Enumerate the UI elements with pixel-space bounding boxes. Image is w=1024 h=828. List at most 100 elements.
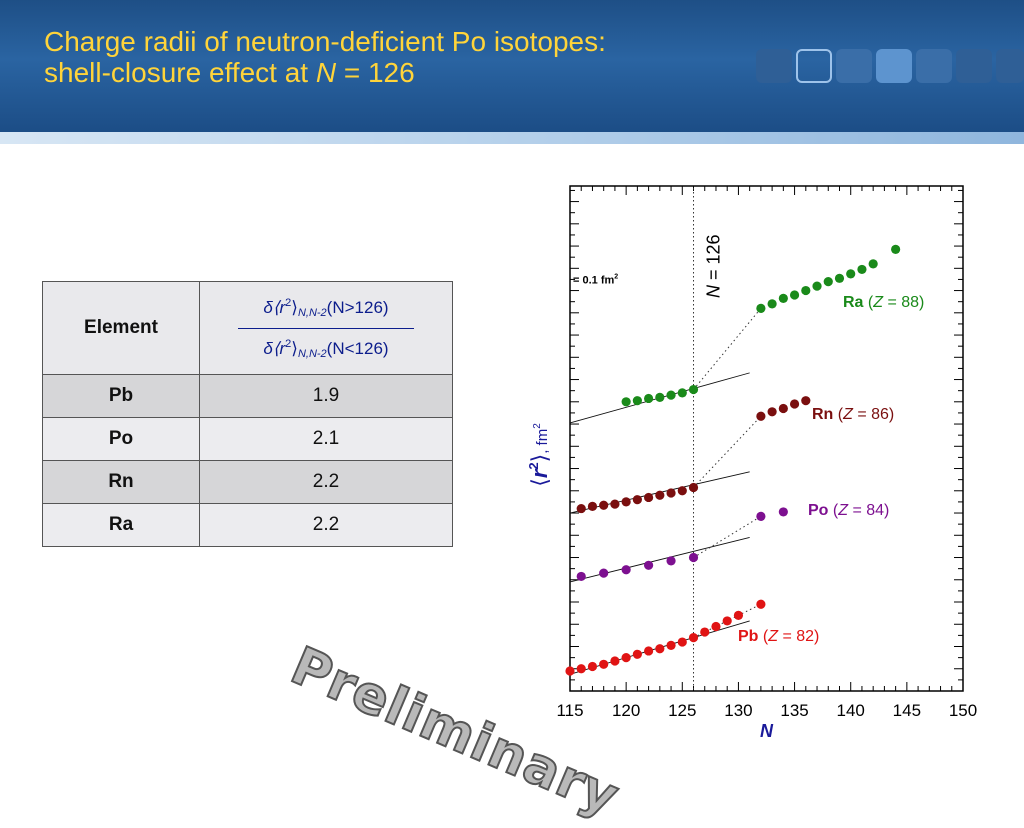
dotted-connector-ra bbox=[693, 308, 762, 390]
header-decor-square bbox=[876, 49, 912, 83]
series-label-open: ( bbox=[828, 502, 838, 519]
formula-delta: δ⟨r bbox=[263, 338, 286, 358]
fraction-line bbox=[238, 327, 414, 329]
data-point-pb bbox=[632, 649, 642, 659]
series-label-open: ( bbox=[863, 294, 873, 311]
data-point-rn bbox=[610, 499, 620, 509]
x-tick-label: 115 bbox=[556, 701, 583, 720]
dotted-connector-rn bbox=[693, 415, 762, 488]
formula-sub: N,N-2 bbox=[297, 347, 327, 360]
formula-close: ⟩ bbox=[291, 338, 298, 358]
formula-numerator: δ⟨r2⟩N,N-2(N>126) bbox=[263, 297, 389, 319]
data-point-pb bbox=[677, 637, 687, 647]
cell-element: Pb bbox=[42, 374, 200, 418]
data-point-rn bbox=[688, 482, 699, 493]
series-label-rn: Rn (Z = 86) bbox=[812, 406, 894, 423]
data-point-po bbox=[688, 552, 699, 563]
data-point-rn bbox=[644, 492, 654, 503]
data-point-ra bbox=[789, 290, 800, 300]
table-header-row: Element δ⟨r2⟩N,N-2(N>126) δ⟨r2⟩N,N-2(N<1… bbox=[42, 281, 453, 375]
data-point-rn bbox=[677, 486, 687, 496]
series-label-element: Pb bbox=[738, 628, 759, 645]
scale-label: = 0.1 fm2 bbox=[573, 273, 618, 286]
cell-value: 1.9 bbox=[199, 374, 453, 418]
y-label-r: r bbox=[527, 468, 552, 478]
y-label-bracket-close: ⟩ bbox=[527, 454, 552, 463]
series-label-value: = 82) bbox=[778, 628, 819, 645]
x-tick-label: 130 bbox=[724, 701, 752, 720]
x-tick-label: 125 bbox=[668, 701, 696, 720]
data-point-pb bbox=[599, 659, 609, 669]
data-point-ra bbox=[868, 259, 878, 269]
data-point-ra bbox=[778, 293, 788, 303]
title-line-2-suffix: = 126 bbox=[336, 57, 415, 88]
data-point-rn bbox=[587, 501, 598, 511]
header-element: Element bbox=[42, 281, 200, 375]
series-label-open: ( bbox=[758, 628, 768, 645]
data-point-po bbox=[778, 507, 788, 517]
table-row: Ra 2.2 bbox=[42, 503, 453, 547]
formula-top: (N>126) bbox=[326, 297, 389, 317]
header-decor-square bbox=[756, 49, 792, 83]
fit-line-po bbox=[569, 537, 750, 583]
data-point-ra bbox=[621, 397, 631, 407]
data-point-ra bbox=[767, 299, 777, 309]
data-point-pb bbox=[655, 644, 665, 654]
data-point-po bbox=[599, 568, 609, 578]
data-point-ra bbox=[632, 396, 642, 406]
header-decor-square bbox=[916, 49, 952, 83]
title-line-2: shell-closure effect at N = 126 bbox=[44, 57, 606, 88]
data-point-pb bbox=[722, 616, 732, 626]
formula-sup: 2 bbox=[285, 337, 292, 350]
cell-value: 2.2 bbox=[199, 503, 453, 547]
series-label-open: ( bbox=[833, 406, 843, 423]
data-point-pb bbox=[621, 653, 631, 663]
data-point-ra bbox=[655, 392, 665, 402]
data-point-pb bbox=[565, 666, 575, 676]
data-point-po bbox=[666, 556, 676, 566]
series-label-pb: Pb (Z = 82) bbox=[738, 628, 819, 645]
data-point-ra bbox=[677, 388, 687, 398]
data-point-ra bbox=[857, 264, 867, 275]
cell-value: 2.1 bbox=[199, 417, 453, 461]
formula-delta: δ⟨r bbox=[263, 297, 286, 317]
data-point-rn bbox=[767, 407, 777, 417]
header-decor-square bbox=[796, 49, 832, 83]
data-point-rn bbox=[666, 488, 676, 498]
table-row: Po 2.1 bbox=[42, 417, 453, 461]
plot-frame bbox=[569, 185, 964, 692]
series-label-element: Ra bbox=[843, 294, 864, 311]
data-point-ra bbox=[666, 390, 676, 400]
x-axis-label: N bbox=[760, 721, 774, 741]
n126-label-value: = 126 bbox=[704, 234, 724, 285]
header-formula: δ⟨r2⟩N,N-2(N>126) δ⟨r2⟩N,N-2(N<126) bbox=[199, 281, 453, 375]
y-label-bracket-open: ⟨ bbox=[527, 478, 552, 487]
data-point-ra bbox=[688, 384, 699, 395]
series-label-po: Po (Z = 84) bbox=[808, 502, 889, 519]
data-point-rn bbox=[599, 500, 609, 510]
data-point-rn bbox=[789, 399, 800, 409]
data-point-ra bbox=[846, 269, 856, 279]
header-decor-square bbox=[956, 49, 992, 83]
data-point-pb bbox=[587, 661, 598, 672]
cell-element: Rn bbox=[42, 460, 200, 504]
data-point-ra bbox=[812, 281, 822, 291]
data-point-po bbox=[576, 571, 586, 582]
series-label-element: Rn bbox=[812, 406, 833, 423]
x-tick-label: 145 bbox=[893, 701, 921, 720]
table-row: Pb 1.9 bbox=[42, 374, 453, 418]
header-decor-square bbox=[996, 49, 1024, 83]
series-label-value: = 88) bbox=[883, 294, 924, 311]
data-point-ra bbox=[891, 244, 901, 255]
title-line-2-prefix: shell-closure effect at bbox=[44, 57, 316, 88]
slide-title: Charge radii of neutron-deficient Po iso… bbox=[44, 26, 606, 88]
formula-close: ⟩ bbox=[291, 297, 298, 317]
formula-sub: N,N-2 bbox=[297, 306, 327, 319]
series-label-ra: Ra (Z = 88) bbox=[843, 294, 924, 311]
y-label-sup: 2 bbox=[526, 462, 541, 469]
series-label-element: Po bbox=[808, 502, 829, 519]
cell-element: Po bbox=[42, 417, 200, 461]
table-row: Rn 2.2 bbox=[42, 460, 453, 504]
scale-label-sup: 2 bbox=[614, 273, 618, 280]
